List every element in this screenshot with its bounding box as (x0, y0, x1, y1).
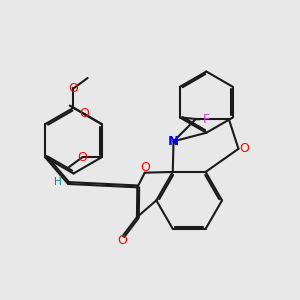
Text: O: O (79, 107, 89, 120)
Text: O: O (117, 234, 127, 247)
Text: O: O (239, 142, 249, 155)
Text: O: O (140, 161, 150, 174)
Text: O: O (68, 82, 78, 95)
Text: O: O (78, 151, 88, 164)
Text: N: N (168, 135, 179, 148)
Text: H: H (54, 178, 62, 188)
Text: F: F (202, 113, 209, 126)
